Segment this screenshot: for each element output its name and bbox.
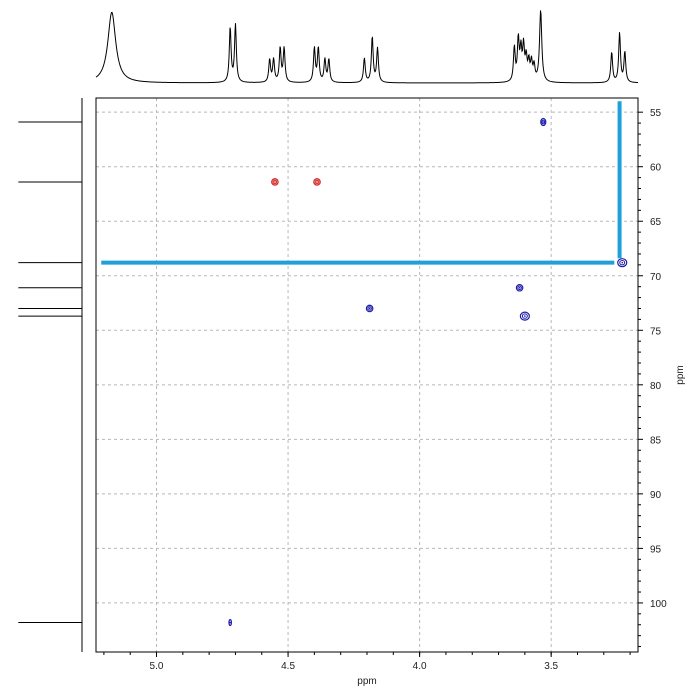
peak-center <box>316 181 318 183</box>
peak-center <box>274 181 276 183</box>
peak-contour-outer <box>271 178 279 186</box>
left-projection-spectrum <box>18 98 83 652</box>
peak-center <box>518 286 521 289</box>
positive-peak <box>515 283 524 292</box>
peak-center <box>542 121 545 123</box>
peak-contour-outer <box>515 283 524 292</box>
x-tick-label: 5.0 <box>150 661 164 672</box>
peak-contour-inner <box>314 179 320 185</box>
peak-center <box>524 315 526 317</box>
y-tick-label: 70 <box>650 272 662 283</box>
peak-contour-inner <box>619 259 626 266</box>
positive-peak <box>617 258 628 268</box>
peak-contour-outer <box>365 304 374 313</box>
peak-contour-inner <box>517 285 522 291</box>
peak-contour-outer <box>228 618 232 627</box>
peak-center <box>229 621 231 624</box>
y-tick-label: 55 <box>650 108 662 119</box>
peak-contour-inner <box>541 119 546 125</box>
x-axis-title: ppm <box>357 676 376 687</box>
y-tick-label: 85 <box>650 435 662 446</box>
x-tick-label: 3.5 <box>544 661 558 672</box>
peak-contour-outer <box>540 117 547 127</box>
peak-contour-inner <box>272 179 278 185</box>
y-tick-label: 95 <box>650 544 662 555</box>
peak-center <box>368 307 371 310</box>
y-tick-label: 100 <box>650 599 667 610</box>
y-tick-label: 60 <box>650 163 662 174</box>
correlation-peaks <box>228 117 628 627</box>
negative-peak <box>313 178 321 186</box>
highlight-lines <box>101 101 622 265</box>
y-tick-label: 90 <box>650 490 662 501</box>
peak-contour-outer <box>617 258 628 268</box>
y-tick-label: 75 <box>650 326 662 337</box>
x-axis: 5.0 4.5 4.0 3.5 <box>103 652 631 672</box>
peak-contour-outer <box>313 178 321 186</box>
top-spectrum-trace <box>95 10 639 84</box>
peak-contour-inner <box>521 313 528 319</box>
peak-contour-outer <box>519 311 530 321</box>
y-axis: 55 60 65 70 75 80 85 90 95 100 <box>638 108 667 648</box>
negative-peak <box>271 178 279 186</box>
positive-peak <box>365 304 374 313</box>
top-projection-spectrum <box>95 10 639 84</box>
plot-frame <box>95 97 639 653</box>
y-tick-label: 80 <box>650 381 662 392</box>
x-tick-label: 4.5 <box>281 661 295 672</box>
positive-peak <box>519 311 530 321</box>
y-tick-label: 65 <box>650 217 662 228</box>
plot-grid <box>96 98 638 652</box>
x-tick-label: 4.0 <box>413 661 427 672</box>
positive-peak <box>540 117 547 127</box>
peak-center <box>621 261 624 264</box>
peak-contour-inner <box>367 306 372 311</box>
positive-peak <box>228 618 232 627</box>
y-axis-title: ppm <box>675 365 686 384</box>
